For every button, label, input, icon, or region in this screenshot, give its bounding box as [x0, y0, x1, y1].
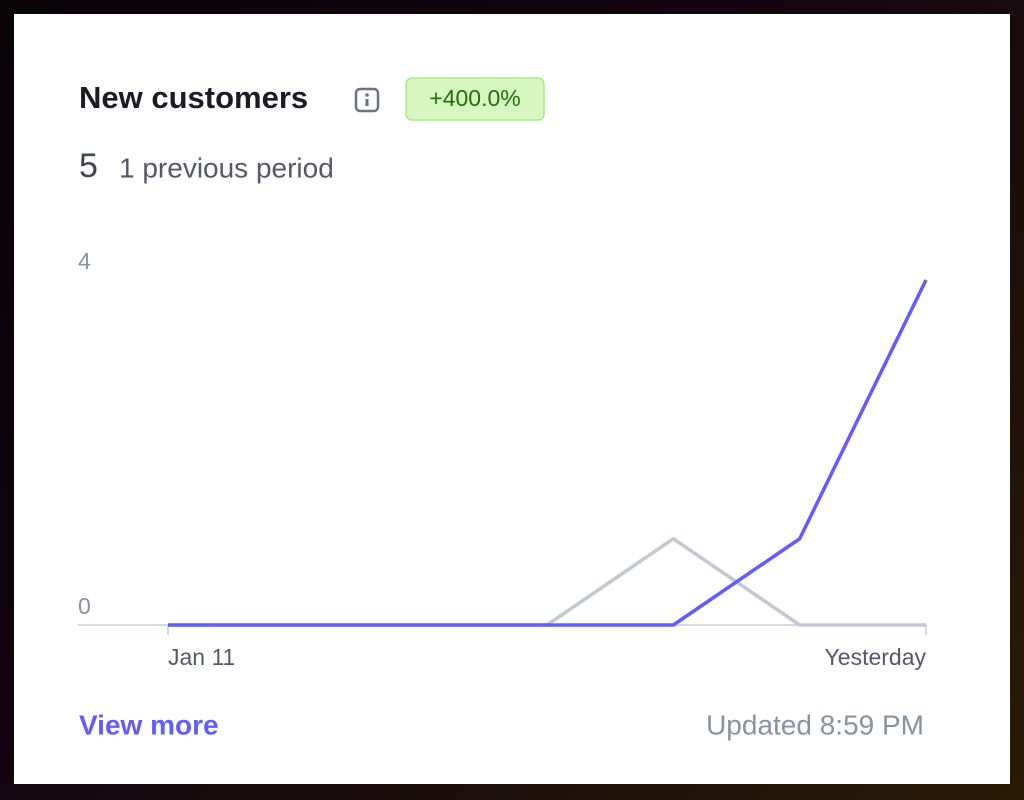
series-line [168, 279, 928, 627]
badge [405, 77, 545, 121]
y-tick-label: 0 [78, 593, 91, 619]
info-icon[interactable] [354, 87, 380, 113]
badge-text: +400.0% [429, 85, 520, 111]
series-line [168, 537, 926, 627]
value: 5 [79, 147, 98, 185]
updated-text: Updated 8:59 PM [706, 709, 924, 740]
x-tick-label: Yesterday [825, 644, 927, 670]
card [14, 14, 1010, 784]
title: New customers [79, 80, 308, 115]
view-more-link[interactable]: View more [79, 709, 219, 740]
y-tick-label: 4 [78, 248, 91, 274]
comparison: 1 previous period [119, 152, 334, 183]
x-tick-label: Jan 11 [168, 644, 235, 670]
